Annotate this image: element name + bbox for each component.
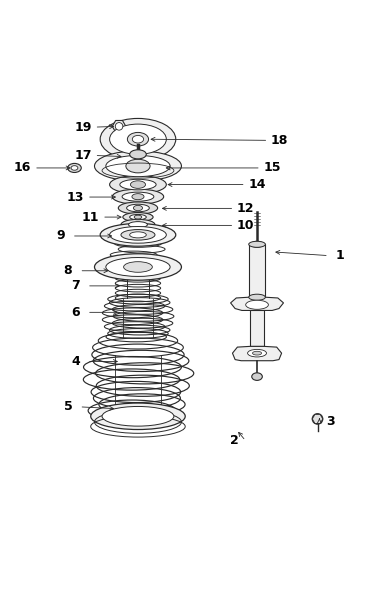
Ellipse shape [110, 124, 166, 154]
Text: 5: 5 [64, 400, 73, 414]
Ellipse shape [102, 406, 174, 426]
Ellipse shape [134, 215, 142, 219]
Text: 7: 7 [71, 279, 80, 293]
Ellipse shape [132, 194, 144, 200]
Polygon shape [250, 311, 264, 346]
Ellipse shape [130, 232, 146, 238]
Text: 14: 14 [248, 178, 266, 191]
Text: 15: 15 [263, 161, 281, 175]
Text: 16: 16 [14, 161, 31, 175]
Text: 6: 6 [71, 306, 80, 319]
Text: 2: 2 [230, 435, 239, 447]
Ellipse shape [132, 135, 144, 143]
Ellipse shape [120, 179, 156, 190]
Ellipse shape [127, 132, 149, 146]
Text: 4: 4 [71, 355, 80, 368]
Ellipse shape [130, 150, 146, 159]
Ellipse shape [122, 192, 154, 201]
Text: 12: 12 [237, 202, 254, 215]
Ellipse shape [121, 229, 155, 240]
Polygon shape [231, 297, 284, 311]
Ellipse shape [252, 373, 262, 380]
Polygon shape [232, 346, 282, 361]
Ellipse shape [110, 226, 166, 243]
Ellipse shape [124, 262, 152, 272]
Ellipse shape [94, 254, 181, 280]
Text: 1: 1 [336, 249, 345, 262]
Ellipse shape [118, 202, 158, 214]
Ellipse shape [94, 151, 181, 181]
Text: 18: 18 [271, 134, 288, 147]
Ellipse shape [126, 160, 150, 173]
Ellipse shape [68, 163, 81, 173]
Ellipse shape [127, 204, 149, 212]
Ellipse shape [115, 123, 123, 130]
Ellipse shape [121, 219, 155, 230]
Polygon shape [249, 244, 265, 297]
Ellipse shape [110, 176, 166, 194]
Text: 9: 9 [56, 229, 65, 243]
Ellipse shape [248, 349, 266, 357]
Ellipse shape [133, 205, 143, 211]
Ellipse shape [130, 181, 146, 188]
Polygon shape [312, 414, 323, 424]
Text: 17: 17 [74, 149, 92, 162]
Ellipse shape [71, 166, 78, 170]
Ellipse shape [312, 414, 323, 424]
Text: 10: 10 [237, 219, 254, 232]
Ellipse shape [249, 241, 265, 247]
Ellipse shape [112, 189, 164, 204]
Ellipse shape [129, 222, 147, 228]
Ellipse shape [106, 258, 170, 276]
Ellipse shape [130, 214, 146, 220]
Text: 19: 19 [74, 120, 92, 134]
Text: 13: 13 [67, 191, 84, 203]
Ellipse shape [91, 403, 185, 429]
Ellipse shape [100, 119, 176, 160]
Ellipse shape [106, 155, 170, 176]
Ellipse shape [253, 352, 262, 355]
Ellipse shape [251, 241, 263, 247]
Ellipse shape [246, 300, 268, 309]
Text: 3: 3 [327, 415, 335, 429]
Ellipse shape [249, 294, 265, 300]
Text: 11: 11 [82, 211, 99, 223]
Ellipse shape [123, 213, 153, 222]
Polygon shape [112, 120, 126, 132]
Ellipse shape [100, 223, 176, 246]
Text: 8: 8 [64, 264, 72, 278]
